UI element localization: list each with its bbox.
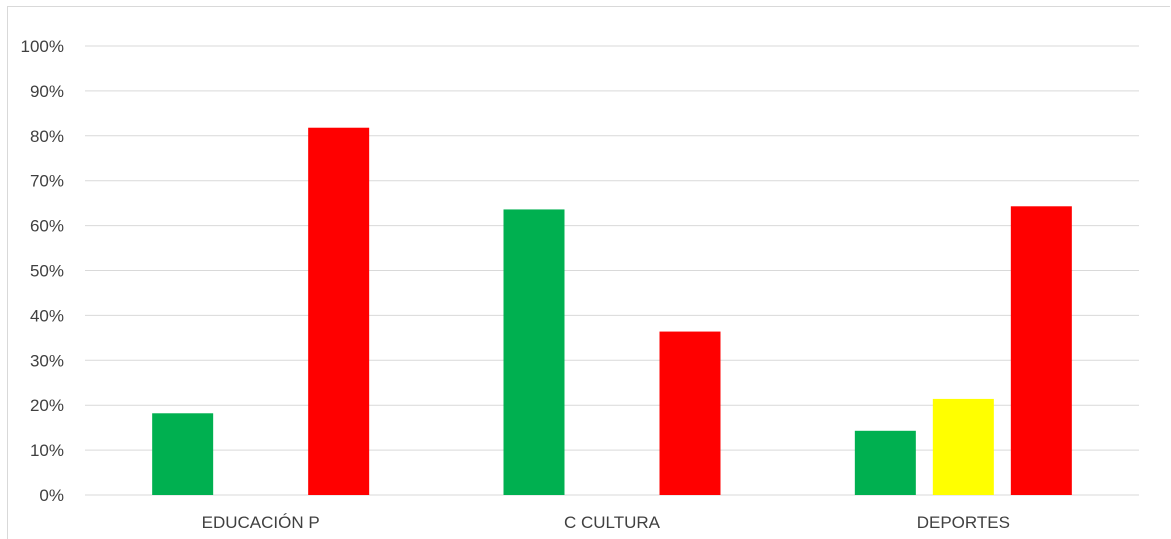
y-tick-label: 80% [30,127,64,146]
y-tick-label: 20% [30,396,64,415]
gridlines [85,45,1139,496]
y-tick-label: 30% [30,351,64,370]
bar [854,430,916,495]
chart-border [7,6,1170,539]
y-tick-label: 50% [30,262,64,281]
x-category-label: EDUCACIÓN P [202,513,320,532]
bar [308,127,370,495]
bar [503,209,565,495]
bar [932,398,994,495]
bar [1010,206,1072,495]
bars [152,127,1072,495]
y-tick-label: 10% [30,441,64,460]
bar [152,413,214,495]
x-category-label: C CULTURA [564,513,661,532]
x-axis-categories: EDUCACIÓN P C CULTURA DEPORTES [202,513,1010,532]
y-tick-label: 70% [30,172,64,191]
y-tick-label: 60% [30,217,64,236]
bar [659,331,721,495]
y-tick-label: 100% [21,37,64,56]
x-category-label: DEPORTES [917,513,1010,532]
y-tick-label: 0% [39,486,64,505]
y-axis-ticks: 0% 10% 20% 30% 40% 50% 60% 70% 80% 90% 100% [21,37,64,505]
y-tick-label: 90% [30,82,64,101]
y-tick-label: 40% [30,306,64,325]
